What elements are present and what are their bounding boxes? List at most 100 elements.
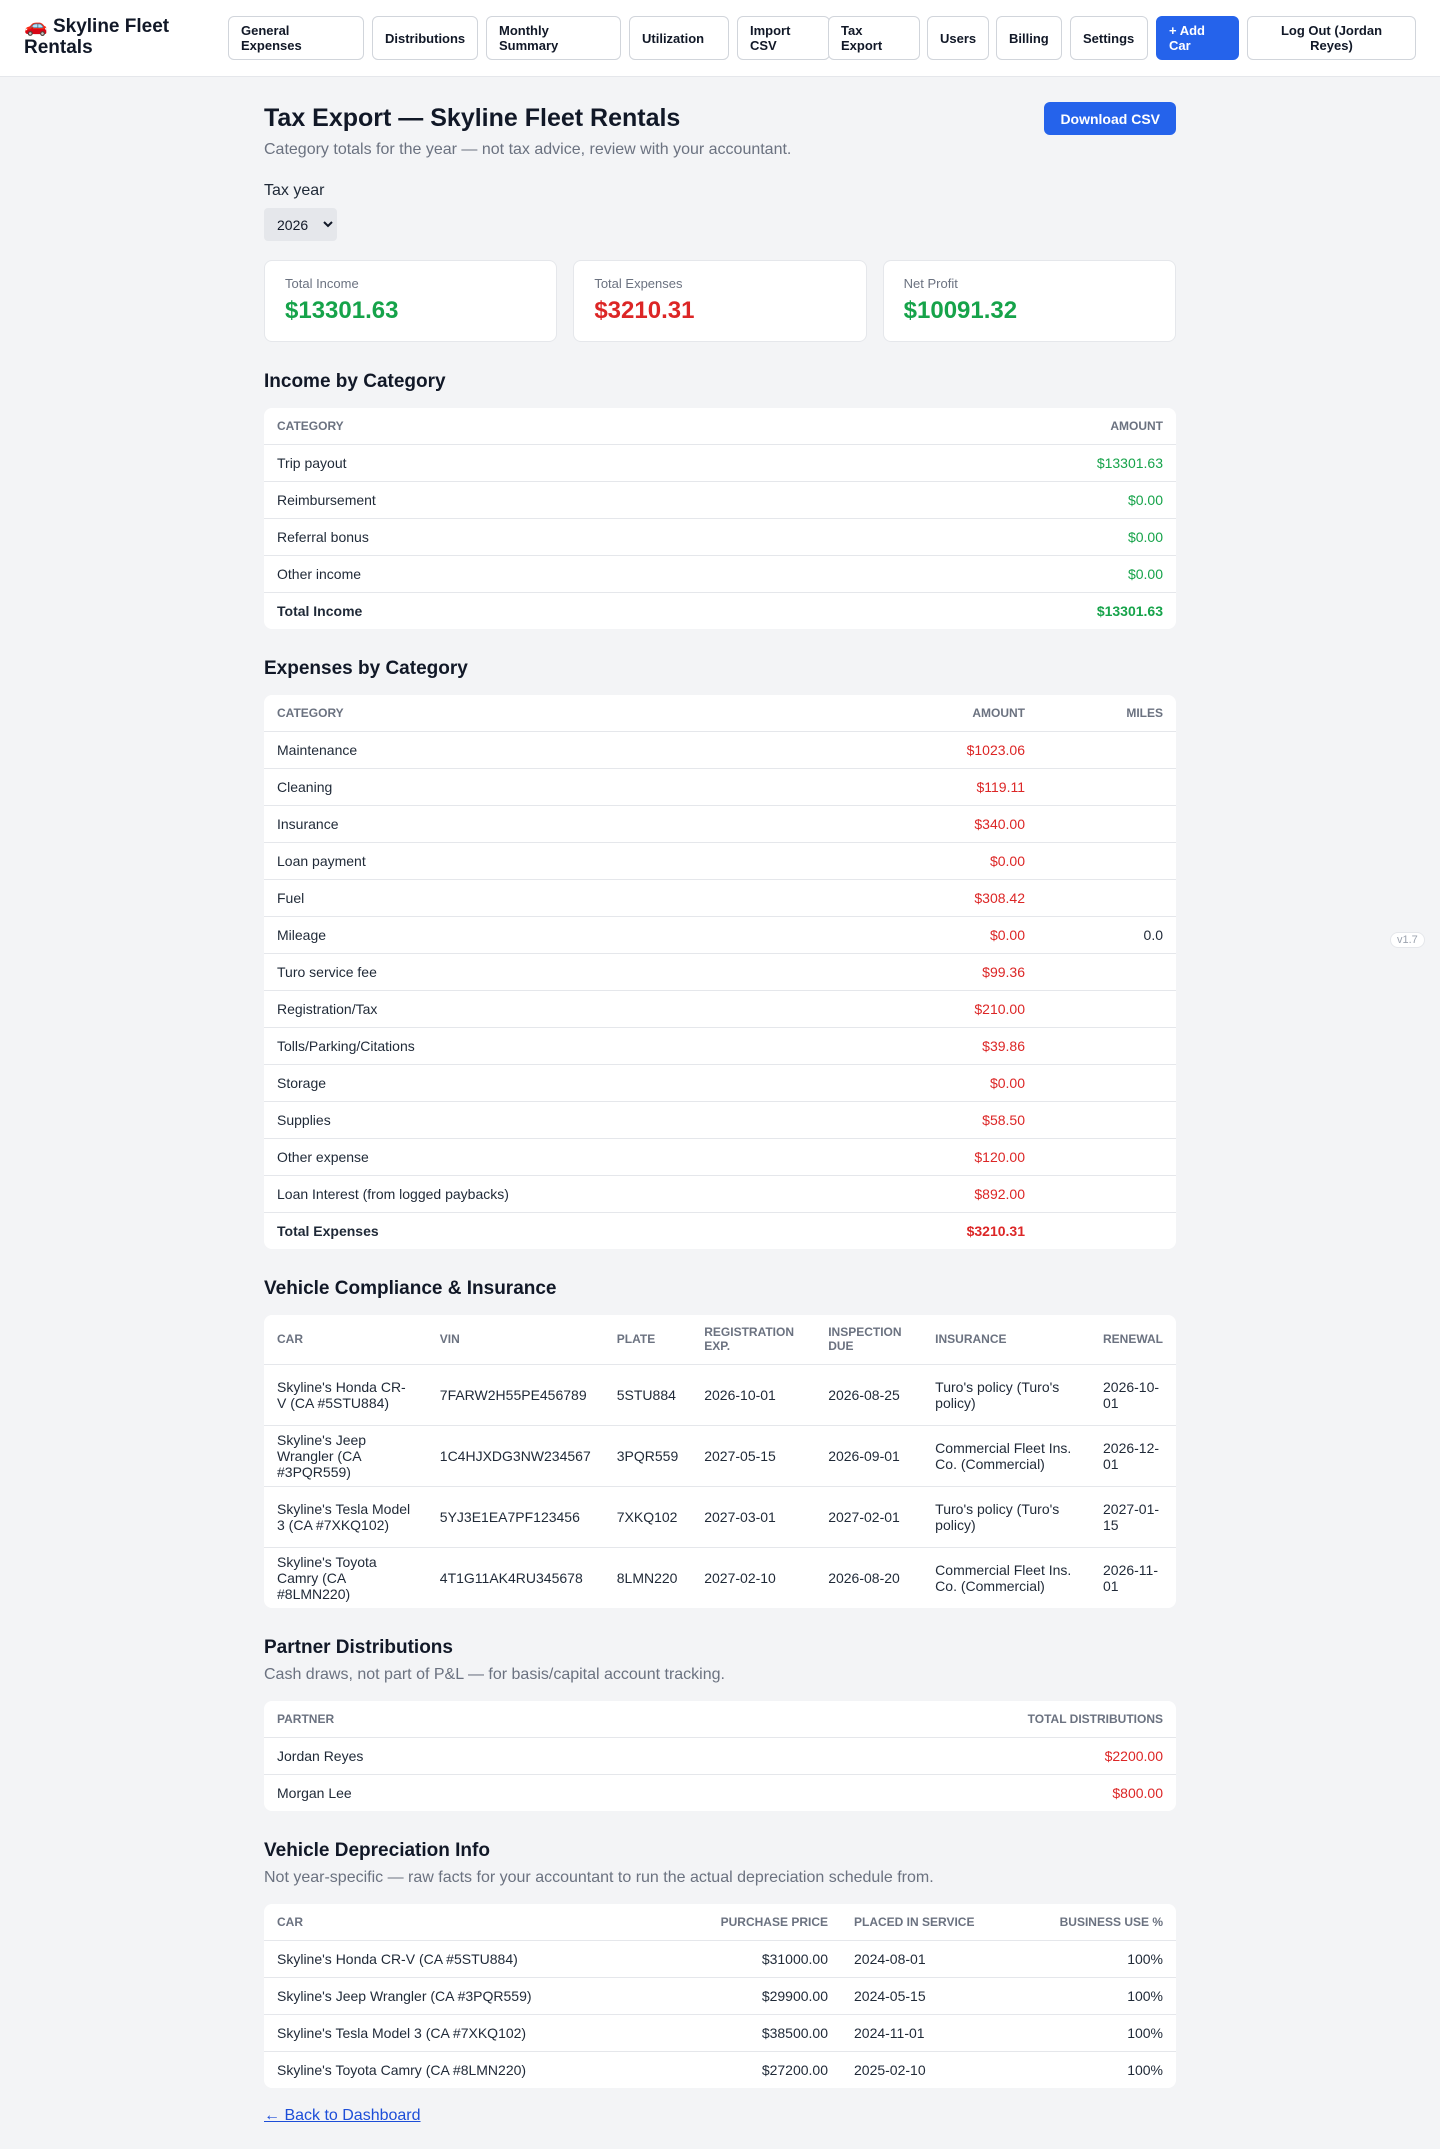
card-value: $3210.31 [594, 297, 695, 324]
summary-cards: Total Income $13301.63 Total Expenses $3… [264, 260, 1176, 342]
category-cell: Registration/Tax [264, 990, 858, 1028]
nav-distributions[interactable]: Distributions [372, 16, 478, 60]
logout-button[interactable]: Log Out (Jordan Reyes) [1247, 16, 1416, 60]
use-cell: 100% [1006, 2014, 1176, 2052]
col-inspection: Inspection Due [815, 1315, 923, 1365]
amount-cell: $0.00 [788, 555, 1176, 593]
renewal-cell: 2026-11-01 [1103, 1561, 1159, 1594]
table-row: Fuel $308.42 [264, 879, 1176, 917]
amount-cell: $39.86 [858, 1027, 1038, 1065]
miles-cell [1038, 1027, 1176, 1065]
nav-billing[interactable]: Billing [996, 16, 1062, 60]
nav-tax-export[interactable]: Tax Export [828, 16, 920, 60]
col-total-distributions: Total Distributions [638, 1701, 1176, 1738]
category-cell: Maintenance [264, 731, 858, 769]
car-cell: Skyline's Honda CR-V (CA #5STU884) [264, 1364, 427, 1426]
amount-cell: $340.00 [858, 805, 1038, 843]
car-cell: Skyline's Toyota Camry (CA #8LMN220) [277, 1553, 377, 1602]
income-table: Category Amount Trip payout $13301.63 Rei… [264, 408, 1176, 629]
amount-cell: $58.50 [858, 1101, 1038, 1139]
price-cell: $31000.00 [691, 1940, 841, 1978]
inspection-cell: 2027-02-01 [815, 1486, 923, 1548]
insurance-cell: Commercial Fleet Ins. Co. (Commercial) [935, 1561, 1072, 1594]
table-row: Tolls/Parking/Citations $39.86 [264, 1027, 1176, 1065]
table-row: Registration/Tax $210.00 [264, 990, 1176, 1028]
category-cell: Fuel [264, 879, 858, 917]
card-label: Total Income [285, 276, 359, 291]
nav-general-expenses[interactable]: General Expenses [228, 16, 364, 60]
vin-cell: 1C4HJXDG3NW234567 [426, 1425, 604, 1487]
brand-logo[interactable]: 🚗 Skyline Fleet Rentals [24, 16, 224, 58]
miles-cell [1038, 805, 1176, 843]
table-row: Supplies $58.50 [264, 1101, 1176, 1139]
table-row: Skyline's Tesla Model 3 (CA #7XKQ102) 5Y… [264, 1486, 1176, 1548]
miles-cell [1038, 842, 1176, 880]
distribution-cell: $2200.00 [638, 1737, 1176, 1775]
total-income-card: Total Income $13301.63 [264, 260, 558, 342]
table-header-row: Car VIN Plate Registration Exp. Inspecti… [264, 1315, 1176, 1365]
nav-users[interactable]: Users [927, 16, 989, 60]
total-row: Total Expenses $3210.31 [264, 1212, 1176, 1249]
use-cell: 100% [1127, 2061, 1163, 2078]
net-profit-card: Net Profit $10091.32 [882, 260, 1176, 342]
category-cell: Referral bonus [264, 518, 789, 556]
table-row: Cleaning $119.11 [264, 768, 1176, 806]
vin-cell: 4T1G11AK4RU345678 [439, 1569, 583, 1586]
table-row: Skyline's Honda CR-V (CA #5STU884) 7FARW… [264, 1364, 1176, 1426]
plate-cell: 5STU884 [603, 1364, 692, 1426]
total-row: Total Income $13301.63 [264, 592, 1176, 629]
miles-cell [1038, 879, 1176, 917]
col-category: Category [264, 408, 789, 445]
col-renewal: Renewal [1090, 1315, 1176, 1365]
main-content: Tax Export — Skyline Fleet Rentals Downl… [264, 77, 1176, 2125]
total-value: $13301.63 [1096, 602, 1163, 619]
distributions-subtitle: Cash draws, not part of P&L — for basis/… [264, 1666, 725, 1683]
table-row: Skyline's Honda CR-V (CA #5STU884) $31000… [264, 1940, 1176, 1978]
distribution-cell: $800.00 [1112, 1784, 1163, 1801]
category-cell: Other expense [264, 1138, 858, 1176]
amount-cell: $13301.63 [788, 444, 1176, 482]
amount-cell: $0.00 [858, 1064, 1038, 1102]
col-amount: Amount [788, 408, 1176, 445]
col-miles: Miles [1038, 695, 1176, 732]
table-row: Turo service fee $99.36 [264, 953, 1176, 991]
car-cell: Skyline's Honda CR-V (CA #5STU884) [264, 1940, 691, 1978]
col-vin: VIN [426, 1315, 604, 1365]
table-row: Other income $0.00 [264, 555, 1176, 593]
nav-import-csv[interactable]: Import CSV [737, 16, 830, 60]
nav-settings[interactable]: Settings [1070, 16, 1148, 60]
table-row: Skyline's Jeep Wrangler (CA #3PQR559) $29… [264, 1977, 1176, 2015]
nav-monthly-summary[interactable]: Monthly Summary [486, 16, 621, 60]
card-value: $10091.32 [903, 297, 1018, 324]
download-csv-button[interactable]: Download CSV [1044, 102, 1176, 135]
renewal-cell: 2026-10-01 [1090, 1364, 1176, 1426]
amount-cell: $892.00 [858, 1175, 1038, 1213]
partner-cell: Morgan Lee [277, 1784, 352, 1801]
table-row: Loan payment $0.00 [264, 842, 1176, 880]
amount-cell: $99.36 [858, 953, 1038, 991]
insurance-cell: Commercial Fleet Ins. Co. (Commercial) [922, 1425, 1090, 1487]
back-to-dashboard-link[interactable]: ← Back to Dashboard [264, 2107, 421, 2124]
add-car-button[interactable]: + Add Car [1156, 16, 1239, 60]
tax-year-select[interactable]: 2026 [264, 208, 337, 241]
car-icon: 🚗 [24, 16, 48, 37]
total-label: Total Expenses [277, 1222, 379, 1239]
tax-year-label: Tax year [264, 182, 325, 199]
version-badge: v1.7 [1390, 932, 1425, 948]
compliance-table: Car VIN Plate Registration Exp. Inspecti… [264, 1315, 1176, 1608]
table-header-row: Partner Total Distributions [264, 1701, 1176, 1738]
top-nav: 🚗 Skyline Fleet Rentals General Expenses… [0, 0, 1440, 77]
miles-cell [1038, 990, 1176, 1028]
nav-utilization[interactable]: Utilization [629, 16, 729, 60]
renewal-cell: 2026-12-01 [1090, 1425, 1176, 1487]
miles-cell [1038, 1212, 1176, 1249]
category-cell: Turo service fee [264, 953, 858, 991]
category-cell: Supplies [264, 1101, 858, 1139]
table-row: Insurance $340.00 [264, 805, 1176, 843]
category-cell: Loan Interest (from logged paybacks) [264, 1175, 858, 1213]
table-row: Trip payout $13301.63 [264, 444, 1176, 482]
miles-cell [1038, 1064, 1176, 1102]
col-purchase-price: Purchase Price [691, 1904, 841, 1941]
total-value: $3210.31 [966, 1222, 1025, 1239]
table-row: Loan Interest (from logged paybacks) $892… [264, 1175, 1176, 1213]
